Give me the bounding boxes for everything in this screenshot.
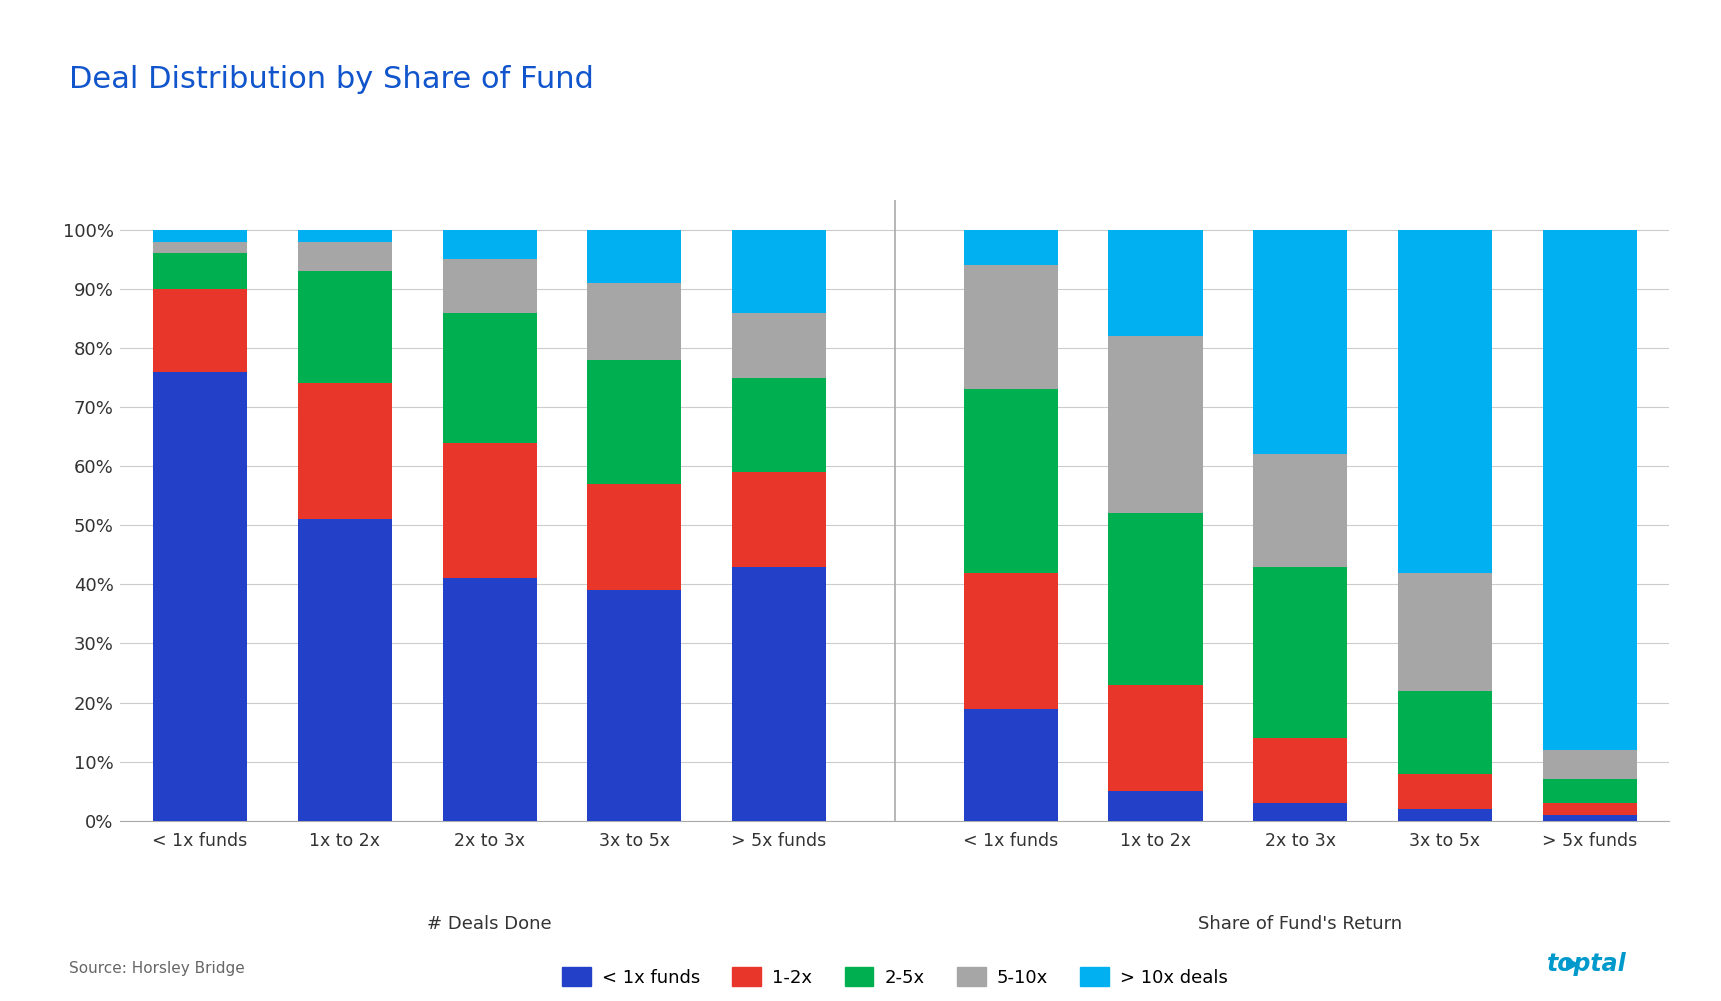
Bar — [1253, 738, 1348, 803]
Bar — [1253, 230, 1348, 454]
Text: Deal Distribution by Share of Fund: Deal Distribution by Share of Fund — [69, 65, 594, 94]
Bar — [1253, 454, 1348, 567]
Bar — [587, 483, 682, 591]
Bar — [1397, 809, 1492, 821]
Bar — [1108, 791, 1203, 821]
Bar — [1542, 803, 1637, 815]
Bar — [587, 591, 682, 821]
Bar — [1397, 230, 1492, 573]
Bar — [731, 230, 826, 312]
Bar — [731, 312, 826, 377]
Bar — [1397, 691, 1492, 774]
Bar — [298, 383, 392, 520]
Text: Share of Fund's Return: Share of Fund's Return — [1198, 915, 1403, 933]
Bar — [964, 230, 1058, 265]
Text: toptal: toptal — [1547, 952, 1626, 976]
Bar — [1108, 685, 1203, 791]
Bar — [298, 241, 392, 271]
Bar — [1397, 573, 1492, 691]
Bar — [442, 230, 537, 259]
Bar — [442, 259, 537, 312]
Bar — [1253, 567, 1348, 738]
Bar — [153, 230, 248, 241]
Bar — [298, 271, 392, 383]
Bar — [964, 389, 1058, 573]
Bar — [1253, 803, 1348, 821]
Bar — [731, 472, 826, 567]
Bar — [1542, 230, 1637, 750]
Bar — [153, 371, 248, 821]
Legend: < 1x funds, 1-2x, 2-5x, 5-10x, > 10x deals: < 1x funds, 1-2x, 2-5x, 5-10x, > 10x dea… — [554, 960, 1236, 994]
Text: ▶: ▶ — [1566, 955, 1580, 973]
Bar — [298, 230, 392, 241]
Bar — [731, 377, 826, 472]
Bar — [964, 573, 1058, 709]
Bar — [1542, 815, 1637, 821]
Bar — [153, 289, 248, 371]
Bar — [442, 442, 537, 579]
Bar — [1542, 780, 1637, 803]
Bar — [1108, 514, 1203, 685]
Bar — [1108, 336, 1203, 514]
Bar — [153, 253, 248, 289]
Bar — [731, 567, 826, 821]
Bar — [1542, 750, 1637, 780]
Bar — [442, 579, 537, 821]
Bar — [298, 520, 392, 821]
Bar — [442, 312, 537, 442]
Bar — [587, 230, 682, 283]
Text: Source: Horsley Bridge: Source: Horsley Bridge — [69, 961, 244, 976]
Bar — [153, 241, 248, 253]
Bar — [587, 359, 682, 483]
Bar — [1108, 230, 1203, 336]
Bar — [587, 283, 682, 359]
Bar — [964, 265, 1058, 389]
Text: # Deals Done: # Deals Done — [427, 915, 552, 933]
Bar — [964, 709, 1058, 821]
Bar — [1397, 774, 1492, 809]
